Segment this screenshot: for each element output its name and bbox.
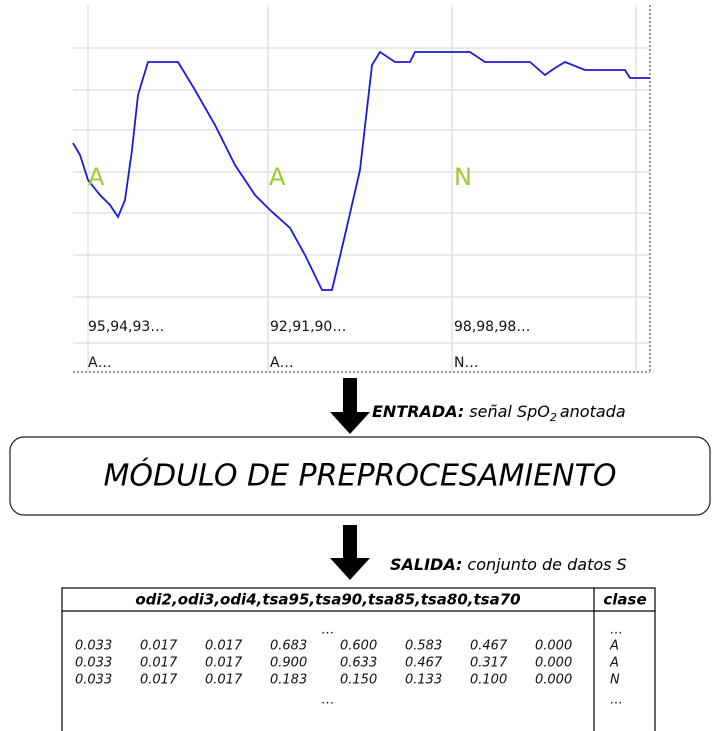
table-cell: 0.033 bbox=[75, 656, 112, 671]
dataset-table: odi2,odi3,odi4,tsa95,tsa90,tsa85,tsa80,t… bbox=[61, 587, 656, 731]
table-cell: 0.583 bbox=[405, 639, 442, 654]
table-class: … bbox=[610, 623, 623, 638]
table-cell: 0.683 bbox=[270, 639, 307, 654]
table-cell: 0.033 bbox=[75, 673, 112, 688]
table-cell: 0.017 bbox=[140, 673, 178, 688]
input-text: señal SpO bbox=[469, 402, 550, 421]
annotation: A bbox=[269, 163, 286, 191]
arrow bbox=[330, 378, 370, 434]
input-subscript: 2 bbox=[550, 411, 557, 424]
table-cell: 0.000 bbox=[535, 673, 572, 688]
output-text: conjunto de datos S bbox=[467, 555, 626, 574]
table-cell: 0.000 bbox=[535, 656, 572, 671]
input-suffix: anotada bbox=[560, 402, 626, 421]
table-cell: 0.633 bbox=[340, 656, 377, 671]
table-cell: 0.150 bbox=[340, 673, 377, 688]
table-cell: 0.100 bbox=[470, 673, 507, 688]
table-cell: 0.900 bbox=[270, 656, 307, 671]
table-class: A bbox=[609, 639, 619, 654]
table-cell: 0.133 bbox=[405, 673, 442, 688]
table-cell: 0.017 bbox=[140, 656, 178, 671]
annotation: A bbox=[88, 163, 105, 191]
table-cell: 0.017 bbox=[205, 656, 243, 671]
table-cell: 0.317 bbox=[470, 656, 508, 671]
table-header: odi2,odi3,odi4,tsa95,tsa90,tsa85,tsa80,t… bbox=[135, 591, 520, 609]
input-key: ENTRADA: bbox=[372, 402, 464, 421]
annotation: N bbox=[454, 163, 472, 191]
table-cell: 0.017 bbox=[205, 673, 243, 688]
table-cell: 0.600 bbox=[340, 639, 377, 654]
table-cell: … bbox=[322, 623, 335, 638]
spo2-curve bbox=[72, 50, 650, 291]
input-label: ENTRADA: señal SpO2 anotada bbox=[372, 402, 626, 425]
table-class: A bbox=[609, 656, 619, 671]
table-class: N bbox=[610, 673, 620, 688]
module-box bbox=[9, 436, 711, 516]
label-text: N… bbox=[454, 355, 478, 371]
table-cell: 0.467 bbox=[470, 639, 508, 654]
module-title: MÓDULO DE PREPROCESAMIENTO bbox=[103, 457, 616, 494]
table-cell: 0.017 bbox=[205, 639, 243, 654]
table-cell: 0.467 bbox=[405, 656, 443, 671]
label-text: A… bbox=[270, 355, 294, 371]
sample-text: 98,98,98… bbox=[454, 319, 530, 335]
table-cell: 0.183 bbox=[270, 673, 307, 688]
table-class: … bbox=[610, 693, 623, 708]
table-cell: 0.000 bbox=[535, 639, 572, 654]
output-label: SALIDA: conjunto de datos S bbox=[390, 555, 627, 574]
table-cell: 0.017 bbox=[140, 639, 178, 654]
sample-text: 92,91,90… bbox=[270, 319, 346, 335]
table-header: clase bbox=[603, 591, 646, 609]
arrow bbox=[330, 525, 370, 580]
label-text: A… bbox=[88, 355, 112, 371]
sample-text: 95,94,93… bbox=[88, 319, 164, 335]
output-key: SALIDA: bbox=[390, 555, 462, 574]
table-border bbox=[61, 587, 656, 731]
table-cell: 0.033 bbox=[75, 639, 112, 654]
signal-panel: A A N 95,94,93… 92,91,90… 98,98,98… A… A… bbox=[72, 5, 651, 373]
table-cell: … bbox=[322, 693, 335, 708]
